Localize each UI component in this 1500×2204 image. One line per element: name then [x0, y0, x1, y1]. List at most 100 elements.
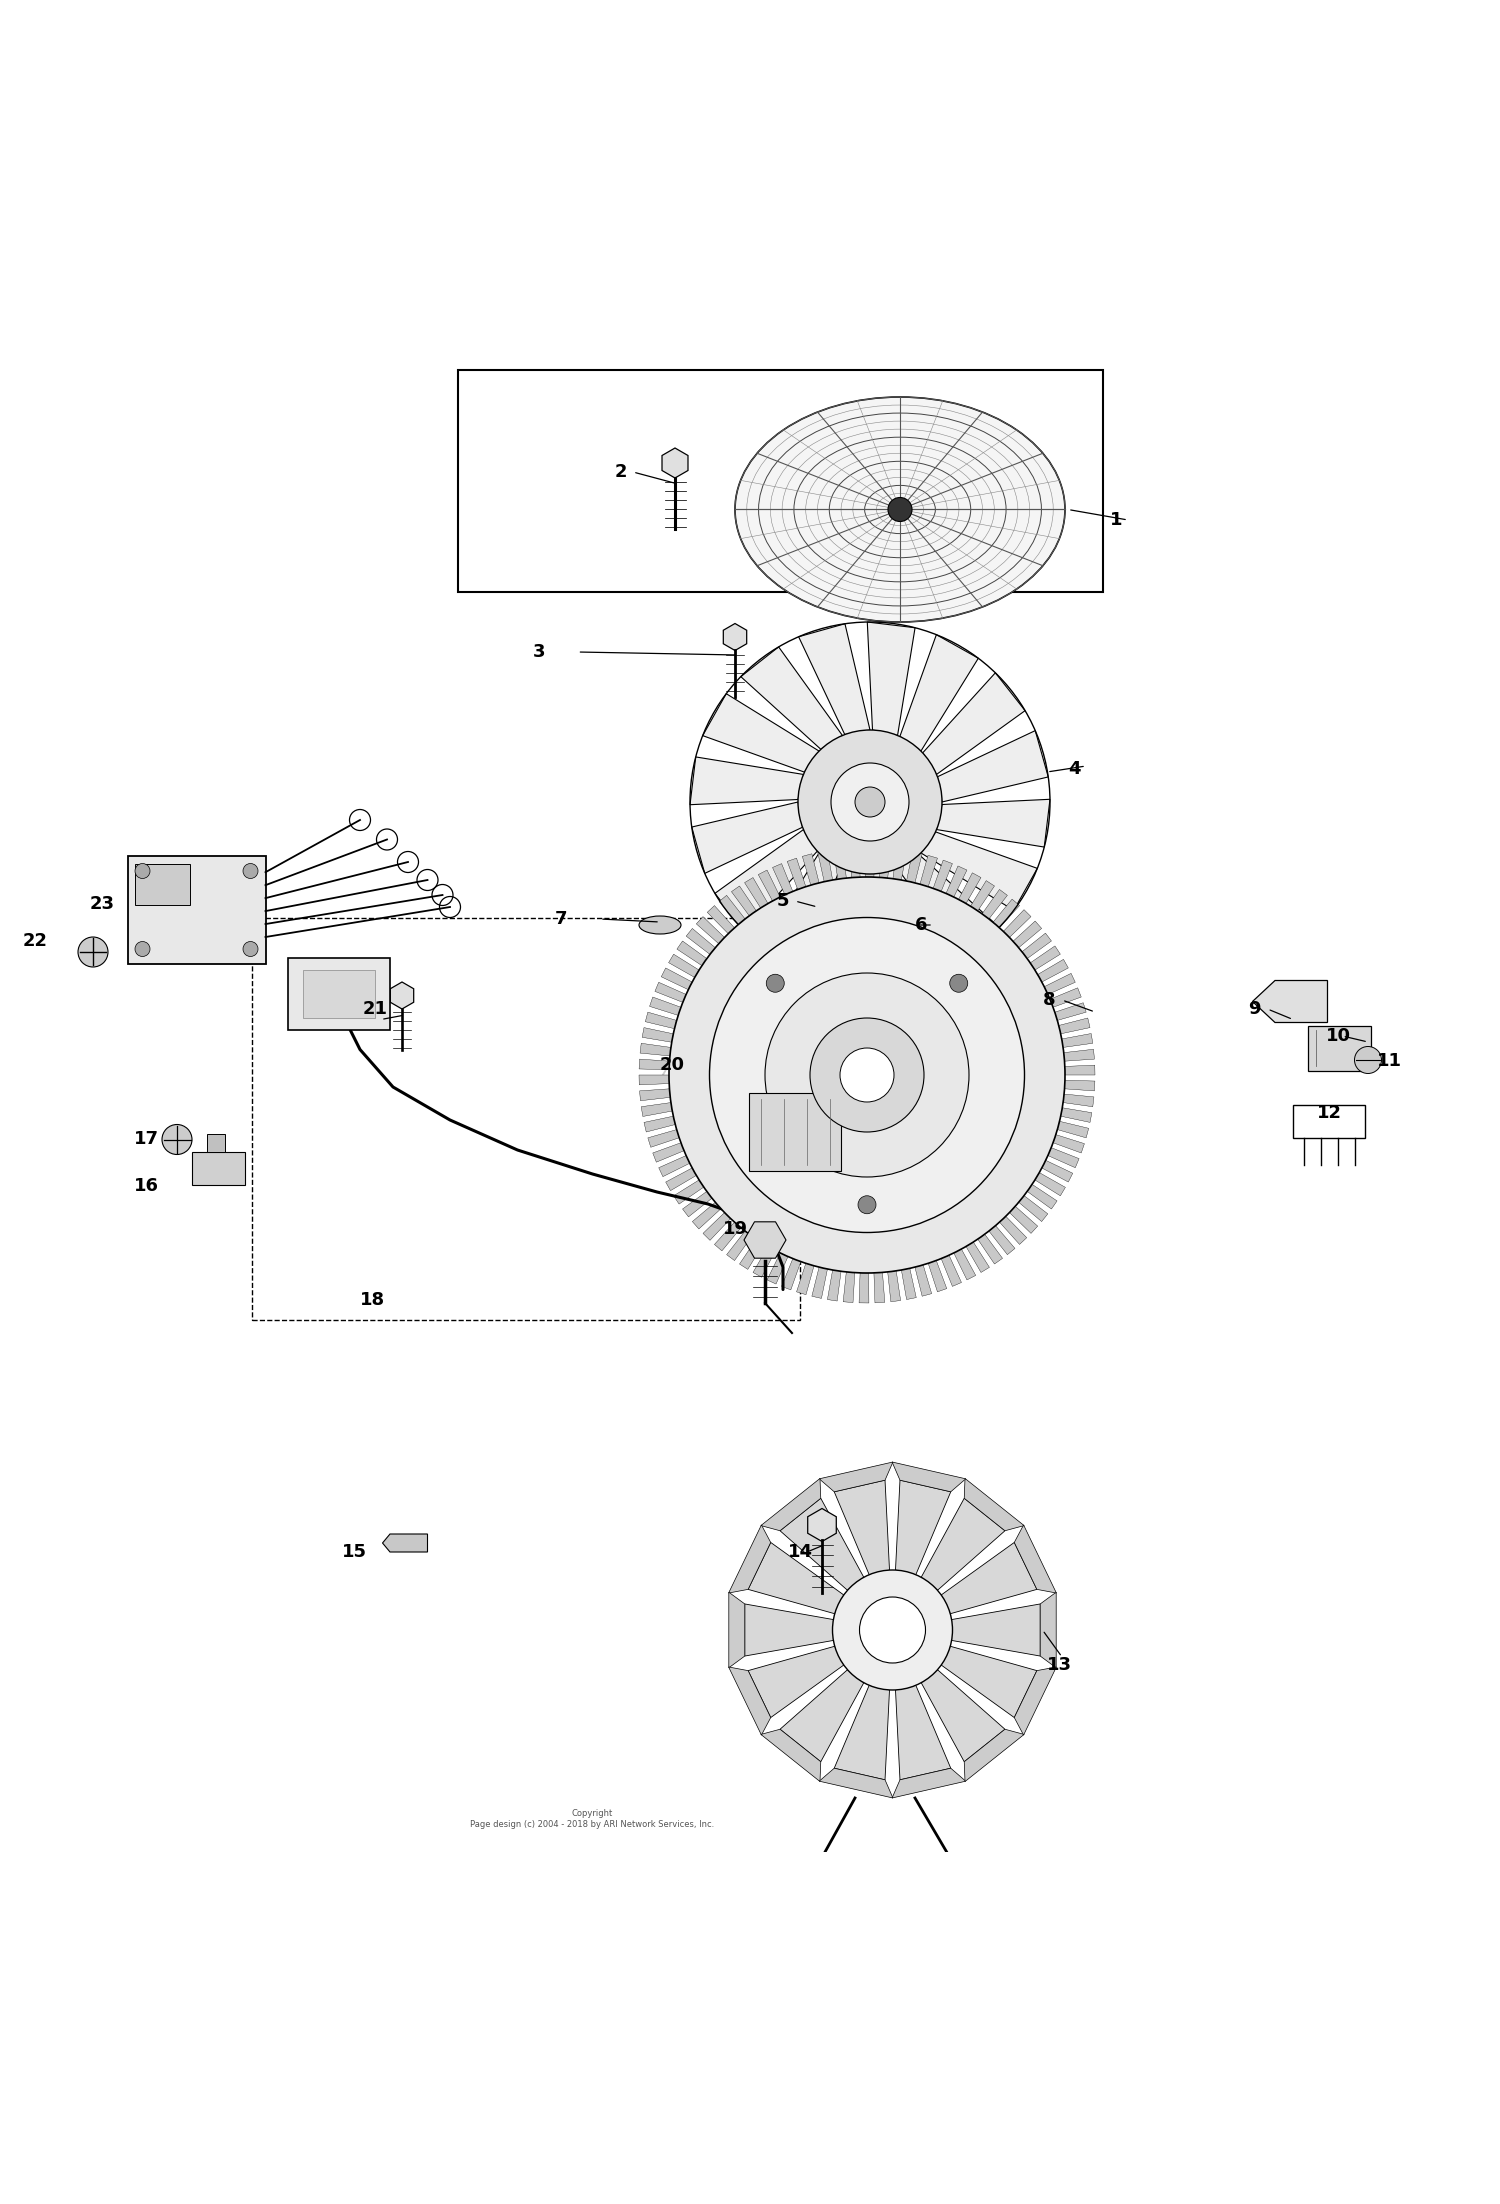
Text: 7: 7 — [555, 910, 567, 928]
Bar — [207, 1133, 225, 1150]
Text: 2: 2 — [615, 463, 627, 480]
Circle shape — [867, 895, 927, 954]
Circle shape — [798, 730, 942, 875]
Circle shape — [810, 1018, 924, 1133]
Polygon shape — [940, 1646, 1036, 1717]
Circle shape — [135, 941, 150, 957]
Polygon shape — [1030, 946, 1060, 970]
Polygon shape — [999, 1217, 1028, 1245]
Polygon shape — [896, 1686, 951, 1781]
Polygon shape — [978, 1234, 1002, 1265]
Polygon shape — [802, 853, 819, 886]
Circle shape — [831, 763, 909, 842]
Polygon shape — [676, 941, 706, 965]
Circle shape — [859, 1598, 926, 1664]
Polygon shape — [964, 1730, 1024, 1781]
Polygon shape — [639, 1089, 670, 1100]
Ellipse shape — [639, 917, 681, 934]
Polygon shape — [982, 890, 1008, 919]
Text: 17: 17 — [134, 1131, 159, 1148]
Text: 23: 23 — [90, 895, 116, 912]
Polygon shape — [692, 802, 802, 873]
Circle shape — [765, 972, 969, 1177]
Text: 6: 6 — [915, 917, 927, 934]
Polygon shape — [1040, 1591, 1056, 1668]
Polygon shape — [936, 800, 1050, 846]
Circle shape — [808, 901, 826, 919]
Polygon shape — [788, 857, 806, 890]
Circle shape — [162, 1124, 192, 1155]
Polygon shape — [744, 1221, 786, 1258]
Polygon shape — [1042, 1159, 1072, 1181]
Polygon shape — [801, 890, 834, 930]
Polygon shape — [648, 1131, 680, 1148]
Polygon shape — [859, 1274, 868, 1303]
Polygon shape — [921, 1671, 1005, 1761]
Polygon shape — [702, 694, 819, 771]
Circle shape — [840, 1047, 894, 1102]
Polygon shape — [1022, 932, 1052, 959]
Polygon shape — [867, 622, 915, 736]
Polygon shape — [843, 1272, 855, 1303]
Bar — [748, 1093, 842, 1170]
Polygon shape — [645, 1012, 676, 1029]
Polygon shape — [1044, 974, 1076, 994]
Polygon shape — [946, 866, 968, 897]
Polygon shape — [640, 1102, 672, 1117]
Polygon shape — [938, 730, 1048, 802]
Polygon shape — [658, 1155, 690, 1177]
Polygon shape — [834, 1481, 890, 1574]
Polygon shape — [1053, 1135, 1084, 1153]
Polygon shape — [686, 928, 716, 954]
Polygon shape — [819, 1768, 892, 1798]
Polygon shape — [896, 1481, 951, 1574]
Polygon shape — [782, 1258, 801, 1289]
Polygon shape — [892, 849, 906, 879]
Text: 19: 19 — [723, 1221, 748, 1239]
Polygon shape — [740, 1239, 764, 1270]
Polygon shape — [690, 756, 804, 804]
Polygon shape — [879, 846, 891, 877]
Bar — [252, 917, 800, 1320]
Polygon shape — [1050, 987, 1082, 1007]
Polygon shape — [639, 1076, 669, 1084]
Polygon shape — [718, 895, 746, 923]
Bar — [1308, 1025, 1371, 1071]
Polygon shape — [819, 1461, 892, 1492]
Text: 3: 3 — [532, 644, 544, 661]
Text: 12: 12 — [1317, 1104, 1342, 1122]
Polygon shape — [849, 846, 859, 877]
Polygon shape — [928, 1261, 946, 1292]
Polygon shape — [760, 1730, 820, 1781]
Text: 22: 22 — [22, 932, 48, 950]
Polygon shape — [760, 1479, 820, 1532]
Polygon shape — [902, 1267, 916, 1300]
Circle shape — [78, 937, 108, 968]
Polygon shape — [1062, 1034, 1094, 1047]
Polygon shape — [1064, 1093, 1094, 1106]
Polygon shape — [744, 877, 768, 908]
Circle shape — [710, 917, 1024, 1232]
Polygon shape — [970, 882, 994, 910]
Polygon shape — [940, 1543, 1036, 1613]
Circle shape — [1354, 1047, 1382, 1073]
Polygon shape — [741, 648, 843, 749]
Polygon shape — [1060, 1109, 1092, 1122]
Circle shape — [135, 864, 150, 879]
Polygon shape — [1059, 1018, 1090, 1034]
Circle shape — [243, 941, 258, 957]
Polygon shape — [666, 1168, 696, 1190]
Text: 13: 13 — [1047, 1655, 1072, 1673]
Polygon shape — [892, 1768, 966, 1798]
Polygon shape — [993, 899, 1020, 928]
Polygon shape — [796, 1263, 814, 1294]
Polygon shape — [921, 831, 1038, 910]
Polygon shape — [762, 853, 840, 970]
Polygon shape — [954, 1250, 975, 1281]
Polygon shape — [1252, 981, 1328, 1023]
Polygon shape — [922, 672, 1024, 774]
Circle shape — [766, 974, 784, 992]
Polygon shape — [642, 1027, 674, 1042]
Polygon shape — [897, 855, 999, 957]
Polygon shape — [940, 1256, 962, 1287]
